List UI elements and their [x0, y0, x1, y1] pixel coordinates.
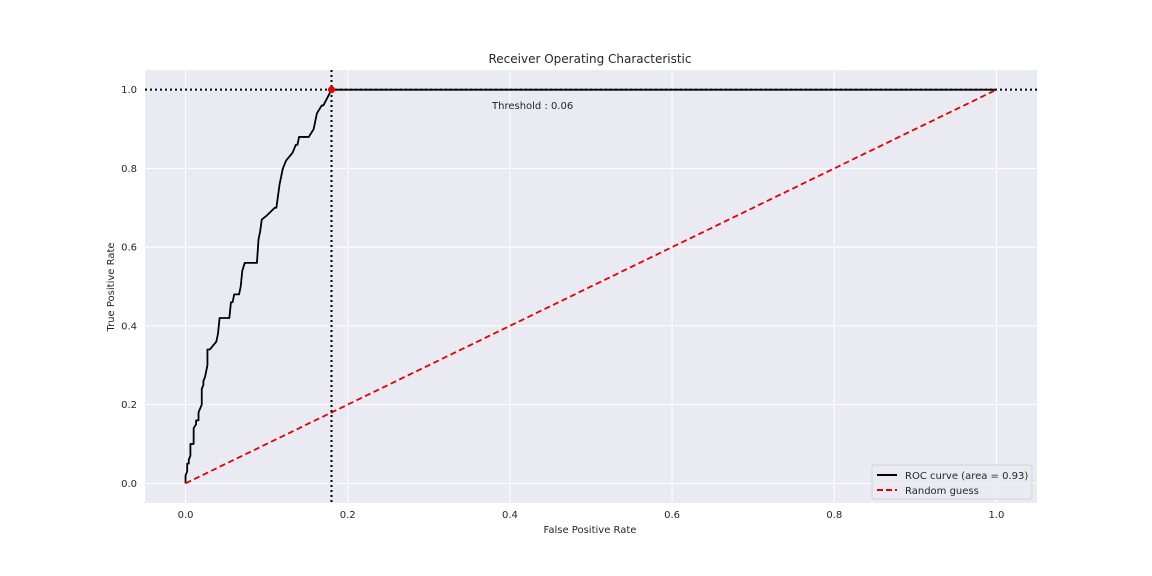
- legend-label-roc: ROC curve (area = 0.93): [905, 471, 1028, 482]
- threshold-point: [328, 86, 336, 94]
- y-axis-label: True Positive Rate: [106, 242, 117, 332]
- threshold-layer: [145, 70, 1037, 503]
- x-tick-label: 0.6: [664, 510, 680, 521]
- roc-curve-line: [184, 88, 997, 484]
- y-tick-label: 0.2: [121, 400, 137, 411]
- threshold-annotation: Threshold : 0.06: [491, 101, 573, 112]
- legend-box: [871, 464, 1033, 500]
- x-tick-label: 0.2: [340, 510, 356, 521]
- x-tick-label: 0.0: [178, 510, 194, 521]
- chart-title: Receiver Operating Characteristic: [488, 52, 691, 66]
- y-tick-label: 1.0: [121, 85, 137, 96]
- x-tick-label: 1.0: [989, 510, 1005, 521]
- x-tick-label: 0.4: [502, 510, 518, 521]
- legend-label-random: Random guess: [905, 486, 979, 497]
- legend: ROC curve (area = 0.93) Random guess: [871, 464, 1033, 500]
- series-layer: [184, 88, 997, 485]
- y-tick-label: 0.8: [121, 164, 137, 175]
- y-tick-label: 0.0: [121, 479, 137, 490]
- random-guess-line: [185, 88, 997, 485]
- y-tick-label: 0.6: [121, 243, 137, 254]
- tick-labels: 0.0 0.2 0.4 0.6 0.8 1.0 0.0 0.2 0.4 0.6 0.8 1.0: [121, 85, 1004, 521]
- x-tick-label: 0.8: [826, 510, 842, 521]
- y-tick-label: 0.4: [121, 321, 137, 332]
- x-axis-label: False Positive Rate: [544, 525, 637, 536]
